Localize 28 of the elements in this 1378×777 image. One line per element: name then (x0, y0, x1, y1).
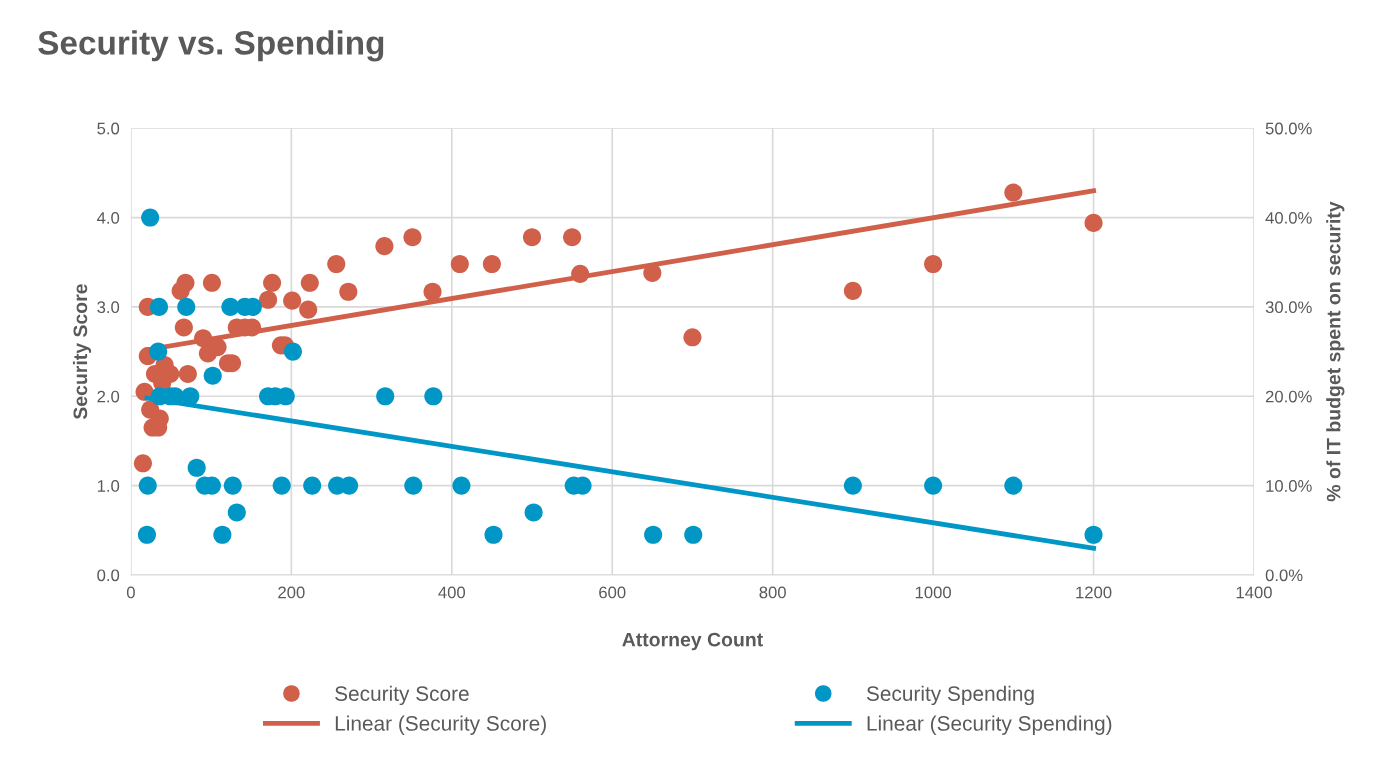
legend-label: Security Spending (866, 685, 1034, 706)
y2-axis-title: % of IT budget spent on security (1326, 201, 1345, 502)
legend-label: Linear (Security Spending) (867, 715, 1112, 735)
y2-tick-label: 20.0% (1265, 390, 1312, 403)
y-tick-label: 1.0 (97, 480, 120, 492)
x-tick-label: 0 (126, 586, 135, 599)
y-tick-label: 3.0 (97, 301, 120, 314)
x-tick-label: 1400 (1236, 586, 1272, 599)
x-tick-label: 200 (278, 586, 305, 599)
legend-label: Security Score (335, 685, 469, 706)
x-tick-label: 400 (438, 586, 466, 599)
y-tick-label: 5.0 (97, 122, 120, 135)
y-tick-label: 2.0 (97, 390, 120, 403)
y2-tick-label: 0.0% (1265, 569, 1303, 582)
y-tick-label: 4.0 (97, 211, 120, 224)
y-axis-title: Security Score (72, 284, 92, 420)
y2-tick-label: 40.0% (1265, 211, 1312, 224)
x-tick-label: 800 (759, 586, 786, 599)
y2-tick-label: 30.0% (1265, 301, 1312, 314)
y-tick-label: 0.0 (97, 569, 120, 582)
y2-tick-label: 50.0% (1265, 122, 1312, 135)
legend-label: Linear (Security Score) (335, 715, 546, 735)
x-tick-label: 1000 (915, 586, 951, 599)
x-axis-title: Attorney Count (622, 632, 763, 651)
y2-tick-label: 10.0% (1266, 480, 1312, 492)
chart-title: Security vs. Spending (38, 30, 384, 62)
x-tick-label: 600 (599, 586, 626, 599)
x-tick-label: 1200 (1076, 586, 1112, 599)
